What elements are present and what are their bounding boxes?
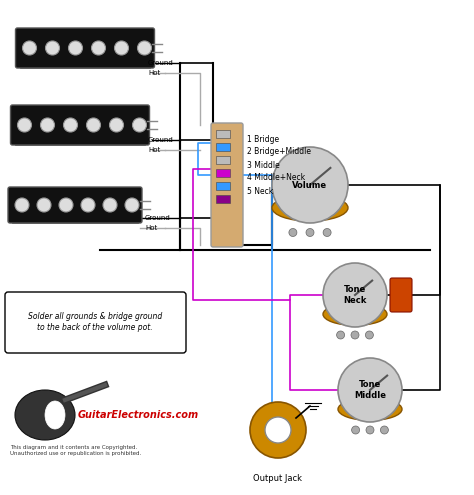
Circle shape: [306, 229, 314, 237]
Circle shape: [289, 229, 297, 237]
Circle shape: [22, 41, 36, 55]
Bar: [216, 143, 230, 151]
Bar: [19, 60, 151, 68]
Text: Ground: Ground: [148, 60, 174, 66]
Circle shape: [69, 41, 82, 55]
Text: Hot: Hot: [145, 225, 157, 231]
Circle shape: [265, 417, 291, 443]
Text: Tone
Middle: Tone Middle: [354, 380, 386, 399]
Circle shape: [18, 118, 31, 132]
Text: Tone
Neck: Tone Neck: [343, 285, 367, 305]
Text: 1 Bridge: 1 Bridge: [247, 135, 279, 144]
Circle shape: [125, 198, 139, 212]
Text: Ground: Ground: [145, 215, 171, 221]
Circle shape: [15, 198, 29, 212]
Circle shape: [137, 41, 152, 55]
Circle shape: [91, 41, 106, 55]
Circle shape: [250, 402, 306, 458]
Circle shape: [381, 426, 388, 434]
Circle shape: [337, 331, 345, 339]
Circle shape: [352, 426, 360, 434]
Circle shape: [37, 198, 51, 212]
Circle shape: [272, 147, 348, 223]
Bar: [216, 156, 230, 164]
Circle shape: [81, 198, 95, 212]
Circle shape: [323, 263, 387, 327]
Text: Solder all grounds & bridge ground
to the back of the volume pot.: Solder all grounds & bridge ground to th…: [28, 312, 162, 332]
FancyBboxPatch shape: [10, 105, 149, 145]
Text: GuitarElectronics.com: GuitarElectronics.com: [78, 410, 199, 420]
Ellipse shape: [323, 303, 387, 325]
Bar: [15, 137, 146, 145]
Text: Output Jack: Output Jack: [254, 474, 302, 483]
Text: Hot: Hot: [148, 147, 160, 153]
Circle shape: [64, 118, 78, 132]
Circle shape: [366, 426, 374, 434]
Ellipse shape: [338, 398, 402, 420]
FancyBboxPatch shape: [8, 187, 142, 223]
Text: Ground: Ground: [148, 137, 174, 143]
FancyBboxPatch shape: [5, 292, 186, 353]
Circle shape: [365, 331, 374, 339]
Circle shape: [103, 198, 117, 212]
Circle shape: [323, 229, 331, 237]
Text: 5 Neck: 5 Neck: [247, 187, 273, 196]
Circle shape: [115, 41, 128, 55]
Bar: [216, 169, 230, 177]
FancyBboxPatch shape: [390, 278, 412, 312]
Text: 4 Middle+Neck: 4 Middle+Neck: [247, 174, 305, 183]
Circle shape: [86, 118, 100, 132]
FancyBboxPatch shape: [211, 123, 243, 247]
Bar: [216, 182, 230, 190]
Circle shape: [351, 331, 359, 339]
Bar: [216, 130, 230, 138]
Circle shape: [40, 118, 55, 132]
Circle shape: [46, 41, 60, 55]
Circle shape: [338, 358, 402, 422]
Bar: [216, 195, 230, 203]
Text: Hot: Hot: [148, 70, 160, 76]
Ellipse shape: [15, 390, 75, 440]
Circle shape: [133, 118, 146, 132]
FancyBboxPatch shape: [16, 28, 155, 68]
Text: Volume: Volume: [292, 181, 328, 190]
Text: This diagram and it contents are Copyrighted.
Unauthorized use or republication : This diagram and it contents are Copyrig…: [10, 445, 141, 456]
Bar: [12, 215, 138, 223]
Text: 3 Middle: 3 Middle: [247, 160, 280, 169]
Circle shape: [109, 118, 124, 132]
Ellipse shape: [45, 401, 65, 429]
Circle shape: [59, 198, 73, 212]
Ellipse shape: [272, 195, 348, 221]
Text: 2 Bridge+Middle: 2 Bridge+Middle: [247, 148, 311, 156]
